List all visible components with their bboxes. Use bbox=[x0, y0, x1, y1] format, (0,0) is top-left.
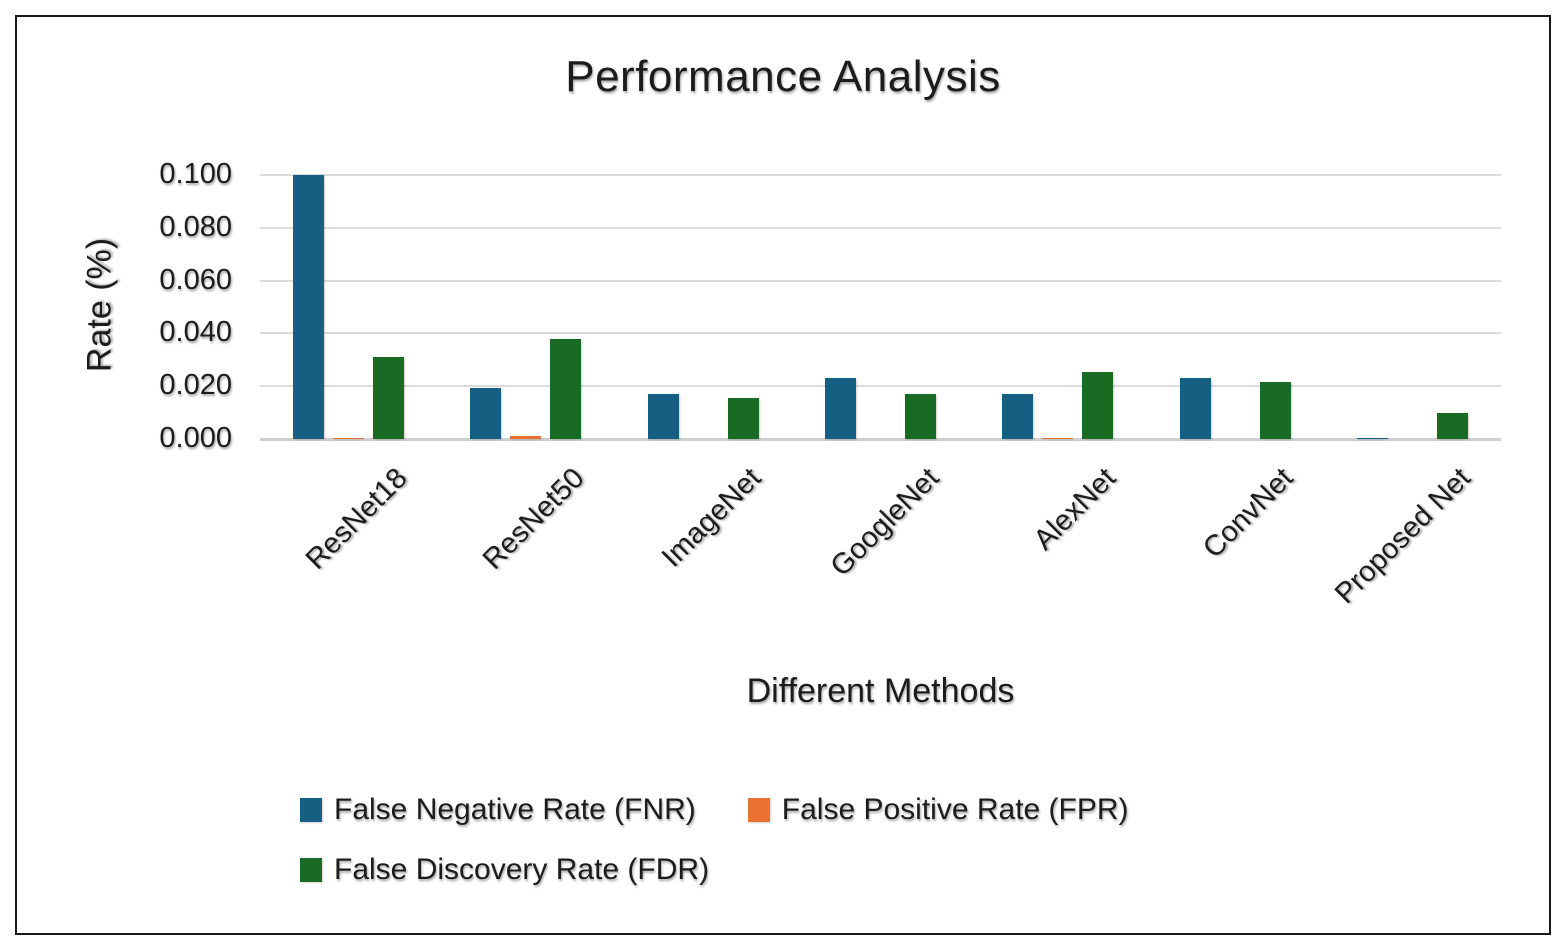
bar-imagenet-s2 bbox=[727, 398, 759, 439]
x-axis-title: Different Methods bbox=[746, 672, 1015, 710]
bar-imagenet-s0 bbox=[647, 394, 679, 439]
plot-area bbox=[260, 174, 1501, 441]
x-category-label: Proposed Net bbox=[1328, 462, 1477, 611]
bar-alexnet-s1 bbox=[1042, 437, 1074, 439]
bar-alexnet-s0 bbox=[1002, 394, 1034, 439]
legend-row: False Negative Rate (FNR) False Positive … bbox=[300, 793, 1350, 827]
x-category-label: ImageNet bbox=[656, 462, 768, 574]
legend-label: False Negative Rate (FNR) bbox=[334, 793, 696, 826]
legend-label: False Positive Rate (FPR) bbox=[781, 793, 1129, 826]
gridline bbox=[260, 332, 1501, 335]
bar-convnet-s2 bbox=[1259, 382, 1291, 439]
x-category-label: ConvNet bbox=[1197, 462, 1300, 565]
gridline bbox=[260, 226, 1501, 229]
legend-swatch-icon bbox=[747, 798, 770, 822]
x-axis-line bbox=[260, 437, 1501, 441]
bar-resnet50-s2 bbox=[550, 338, 582, 439]
bar-proposed-net-s2 bbox=[1436, 412, 1468, 439]
y-axis-tick-labels: 0.000 0.020 0.040 0.060 0.080 0.100 bbox=[0, 160, 232, 453]
x-category-label: GoogleNet bbox=[824, 462, 946, 583]
bar-convnet-s0 bbox=[1179, 378, 1211, 439]
y-tick-label: 0.000 bbox=[159, 422, 232, 454]
legend-item: False Negative Rate (FNR) bbox=[300, 793, 696, 827]
chart-title: Performance Analysis bbox=[565, 52, 1001, 101]
bar-resnet18-s1 bbox=[333, 437, 365, 439]
bar-resnet18-s0 bbox=[293, 175, 325, 439]
x-category-label: ResNet50 bbox=[476, 462, 591, 576]
x-category-label: ResNet18 bbox=[299, 462, 414, 576]
gridline bbox=[260, 279, 1501, 282]
y-tick-label: 0.060 bbox=[159, 263, 232, 296]
legend-row: False Discovery Rate (FDR) bbox=[300, 853, 1350, 887]
bar-resnet50-s1 bbox=[510, 436, 542, 439]
bar-alexnet-s2 bbox=[1082, 371, 1114, 439]
legend: False Negative Rate (FNR) False Positive … bbox=[300, 793, 1350, 887]
bar-proposed-net-s0 bbox=[1356, 437, 1388, 439]
bar-resnet50-s0 bbox=[470, 387, 502, 439]
legend-swatch-icon bbox=[300, 858, 322, 882]
x-category-label: AlexNet bbox=[1027, 462, 1123, 557]
chart-frame bbox=[15, 15, 1551, 935]
legend-item: False Positive Rate (FPR) bbox=[747, 793, 1129, 827]
legend-item: False Discovery Rate (FDR) bbox=[300, 853, 709, 887]
bar-resnet18-s2 bbox=[373, 357, 405, 439]
y-tick-label: 0.020 bbox=[159, 369, 232, 402]
x-axis-category-labels: ResNet18 ResNet50 ImageNet GoogleNet AlexNet… bbox=[260, 452, 1501, 652]
y-tick-label: 0.040 bbox=[159, 316, 232, 349]
legend-label: False Discovery Rate (FDR) bbox=[334, 853, 710, 886]
bar-googlenet-s0 bbox=[825, 378, 856, 439]
gridline bbox=[260, 174, 1501, 176]
legend-swatch-icon bbox=[300, 798, 322, 822]
y-tick-label: 0.100 bbox=[159, 158, 232, 190]
bar-googlenet-s2 bbox=[905, 394, 936, 439]
y-tick-label: 0.080 bbox=[159, 210, 232, 243]
gridline bbox=[260, 385, 1501, 388]
